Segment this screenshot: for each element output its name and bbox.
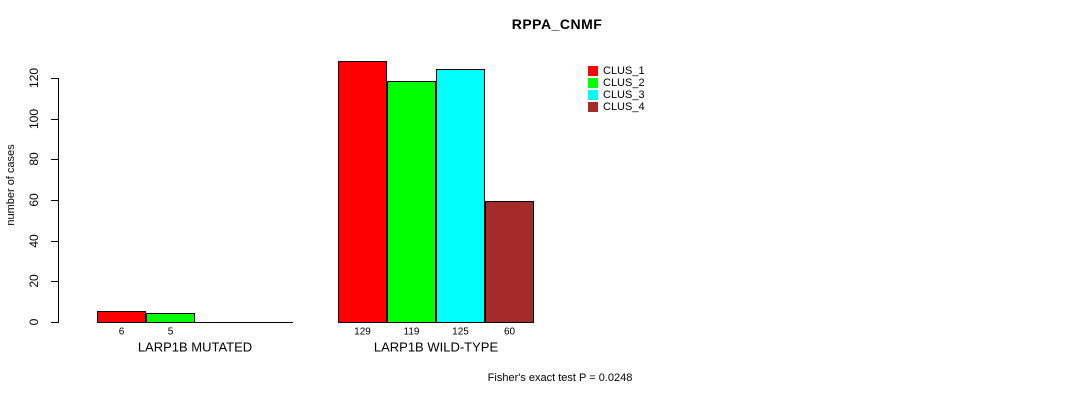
bar-value-label: 60 <box>503 326 516 338</box>
bar-value-label: 125 <box>452 326 469 338</box>
legend-item: CLUS_2 <box>588 77 645 89</box>
bar-clus_2 <box>146 312 195 323</box>
legend-label: CLUS_2 <box>603 77 645 89</box>
bar-value-label: 119 <box>403 326 420 338</box>
bar-clus_1 <box>338 60 387 323</box>
legend-item: CLUS_3 <box>588 89 645 101</box>
legend-label: CLUS_3 <box>603 89 645 101</box>
zero-bar-clus_4 <box>244 322 293 323</box>
y-tick-label: 20 <box>27 274 41 288</box>
y-tick-mark <box>51 78 58 79</box>
y-tick-mark <box>51 119 58 120</box>
legend-swatch-clus_4 <box>588 102 598 112</box>
legend-swatch-clus_3 <box>588 90 598 100</box>
bar-value-label: 129 <box>354 326 371 338</box>
chart-title: RPPA_CNMF <box>511 16 603 32</box>
bar-clus_1 <box>97 310 146 323</box>
y-tick-label: 100 <box>27 108 41 130</box>
zero-bar-clus_3 <box>195 322 244 323</box>
y-axis-line <box>58 78 59 323</box>
legend-swatch-clus_2 <box>588 78 598 88</box>
y-tick-mark <box>51 200 58 201</box>
legend: CLUS_1 CLUS_2 CLUS_3 CLUS_4 <box>588 65 645 113</box>
bar-clus_3 <box>436 68 485 323</box>
x-category-label: LARP1B MUTATED <box>137 339 253 355</box>
y-tick-label: 0 <box>27 318 41 326</box>
y-axis-title: number of cases <box>5 144 17 226</box>
y-tick-mark <box>51 322 58 323</box>
y-tick-mark <box>51 159 58 160</box>
legend-label: CLUS_1 <box>603 65 645 77</box>
legend-item: CLUS_4 <box>588 101 645 113</box>
y-tick-label: 80 <box>27 152 41 166</box>
legend-item: CLUS_1 <box>588 65 645 77</box>
bar-value-label: 5 <box>167 326 174 338</box>
bar-clus_2 <box>387 81 436 323</box>
legend-label: CLUS_4 <box>603 101 645 113</box>
y-tick-mark <box>51 241 58 242</box>
y-tick-label: 120 <box>27 67 41 89</box>
legend-swatch-clus_1 <box>588 66 598 76</box>
y-tick-label: 40 <box>27 234 41 248</box>
footer-annotation: Fisher's exact test P = 0.0248 <box>487 372 633 384</box>
bar-value-label: 6 <box>118 326 125 338</box>
y-tick-label: 60 <box>27 193 41 207</box>
bar-clus_4 <box>485 201 534 323</box>
x-category-label: LARP1B WILD-TYPE <box>373 339 499 355</box>
y-tick-mark <box>51 281 58 282</box>
